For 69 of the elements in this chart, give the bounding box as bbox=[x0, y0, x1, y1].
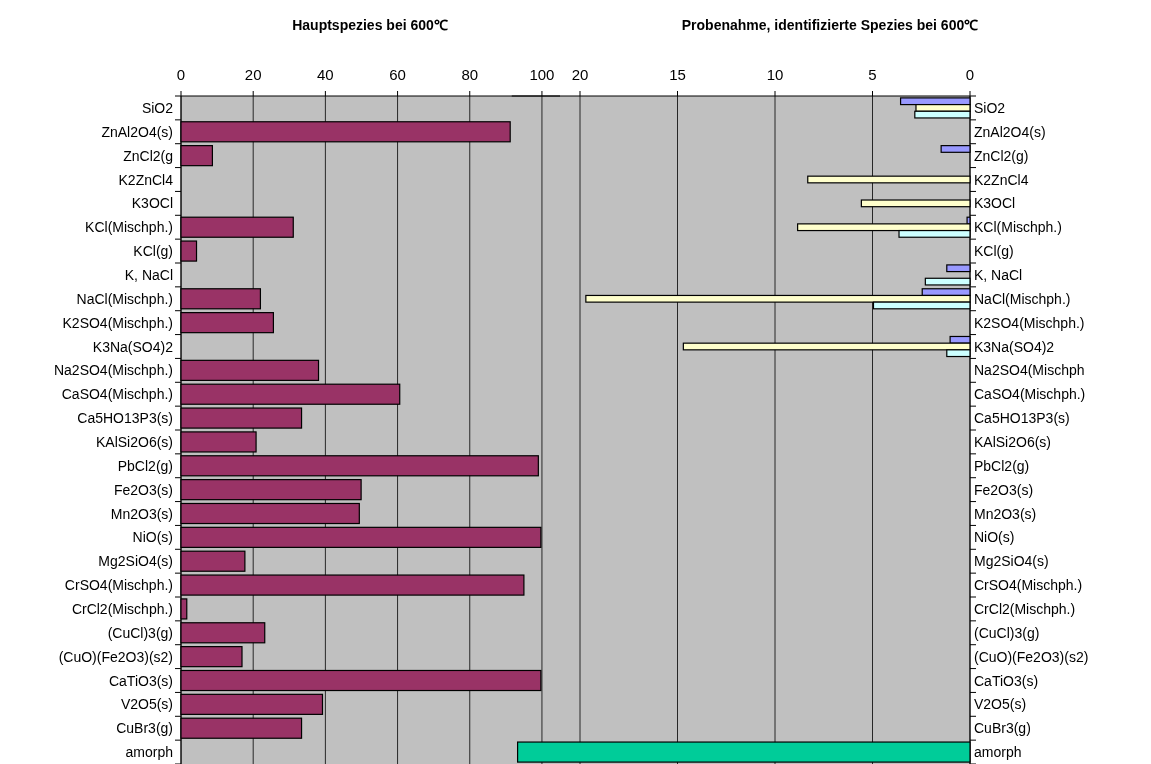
y-tick-label: Mn2O3(s) bbox=[110, 505, 173, 522]
y-tick-label: NiO(s) bbox=[974, 529, 1015, 546]
x-tick-label: 15 bbox=[669, 66, 686, 83]
y-tick-label: KAlSi2O6(s) bbox=[974, 433, 1052, 450]
y-tick-label: K, NaCl bbox=[974, 266, 1023, 283]
y-tick-label: ZnCl2(g) bbox=[974, 147, 1029, 164]
y-tick-label: PbCl2(g) bbox=[974, 457, 1030, 474]
y-tick-label: Mg2SiO4(s) bbox=[974, 553, 1049, 570]
y-tick-label: CaSO4(Mischph.) bbox=[974, 386, 1086, 403]
y-tick-label: (CuCl)3(g) bbox=[107, 624, 173, 641]
chart-title: Probenahme, identifizierte Spezies bei 600℃ bbox=[681, 17, 979, 33]
y-tick-label: CaSO4(Mischph.) bbox=[61, 386, 173, 403]
y-tick-label: KCl(g) bbox=[974, 243, 1014, 260]
y-tick-label: CrSO4(Mischph.) bbox=[64, 577, 173, 594]
y-tick-label: (CuO)(Fe2O3)(s2) bbox=[58, 648, 173, 665]
y-tick-label: K3OCl bbox=[131, 195, 173, 212]
y-tick-label: (CuO)(Fe2O3)(s2) bbox=[974, 648, 1089, 665]
y-tick-label: ZnAl2O4(s) bbox=[974, 123, 1046, 140]
y-tick-label: CuBr3(g) bbox=[974, 720, 1031, 737]
y-tick-label: K3Na(SO4)2 bbox=[974, 338, 1055, 355]
y-tick-label: Fe2O3(s) bbox=[113, 481, 173, 498]
y-tick-label: CaTiO3(s) bbox=[974, 672, 1039, 689]
y-tick-label: Ca5HO13P3(s) bbox=[77, 410, 173, 427]
y-tick-label: NaCl(Mischph.) bbox=[974, 290, 1071, 307]
y-tick-label: NaCl(Mischph.) bbox=[76, 290, 173, 307]
y-tick-label: KCl(g) bbox=[133, 243, 173, 260]
y-tick-label: SiO2 bbox=[141, 99, 174, 116]
x-tick-label: 5 bbox=[868, 66, 877, 83]
y-tick-label: CaTiO3(s) bbox=[108, 672, 173, 689]
x-tick-label: 40 bbox=[317, 66, 334, 83]
y-tick-label: V2O5(s) bbox=[974, 696, 1027, 713]
x-tick-label: 20 bbox=[244, 66, 262, 83]
chart-title: Hauptspezies bei 600℃ bbox=[292, 17, 448, 33]
x-tick-label: 10 bbox=[766, 66, 784, 83]
y-tick-label: NiO(s) bbox=[132, 529, 173, 546]
y-tick-label: Mn2O3(s) bbox=[974, 505, 1037, 522]
y-tick-label: SiO2 bbox=[974, 99, 1006, 116]
y-tick-label: CrCl2(Mischph.) bbox=[974, 600, 1076, 617]
x-tick-label: 80 bbox=[461, 66, 479, 83]
y-tick-label: Fe2O3(s) bbox=[974, 481, 1034, 498]
y-tick-label: K2ZnCl4 bbox=[118, 171, 174, 188]
y-tick-label: Na2SO4(Mischph bbox=[974, 362, 1085, 379]
y-tick-label: KAlSi2O6(s) bbox=[95, 433, 173, 450]
y-tick-label: CuBr3(g) bbox=[116, 720, 173, 737]
y-tick-label: K, NaCl bbox=[124, 266, 173, 283]
y-tick-label: K2ZnCl4 bbox=[974, 171, 1029, 188]
y-tick-label: KCl(Mischph.) bbox=[974, 219, 1062, 236]
y-tick-label: PbCl2(g) bbox=[117, 457, 173, 474]
y-tick-label: ZnAl2O4(s) bbox=[101, 123, 173, 140]
y-tick-label: (CuCl)3(g) bbox=[974, 624, 1040, 641]
y-tick-label: K3Na(SO4)2 bbox=[92, 338, 174, 355]
y-tick-label: K2SO4(Mischph.) bbox=[62, 314, 173, 331]
y-tick-label: Mg2SiO4(s) bbox=[98, 553, 173, 570]
y-tick-label: Ca5HO13P3(s) bbox=[974, 410, 1070, 427]
x-tick-label: 60 bbox=[389, 66, 406, 83]
y-tick-label: amorph bbox=[974, 744, 1022, 761]
y-tick-label: K3OCl bbox=[974, 195, 1016, 212]
y-tick-label: V2O5(s) bbox=[120, 696, 173, 713]
x-tick-label: 20 bbox=[571, 66, 589, 83]
y-tick-label: KCl(Mischph.) bbox=[85, 219, 173, 236]
y-tick-label: CrSO4(Mischph.) bbox=[974, 577, 1083, 594]
y-tick-label: K2SO4(Mischph.) bbox=[974, 314, 1085, 331]
y-tick-label: amorph bbox=[125, 744, 173, 761]
x-tick-label: 100 bbox=[529, 66, 555, 83]
y-tick-label: ZnCl2(g bbox=[123, 147, 173, 164]
x-tick-label: 0 bbox=[965, 66, 975, 83]
y-tick-label: CrCl2(Mischph.) bbox=[71, 600, 173, 617]
y-tick-label: Na2SO4(Mischph.) bbox=[53, 362, 173, 379]
x-tick-label: 0 bbox=[176, 66, 186, 83]
